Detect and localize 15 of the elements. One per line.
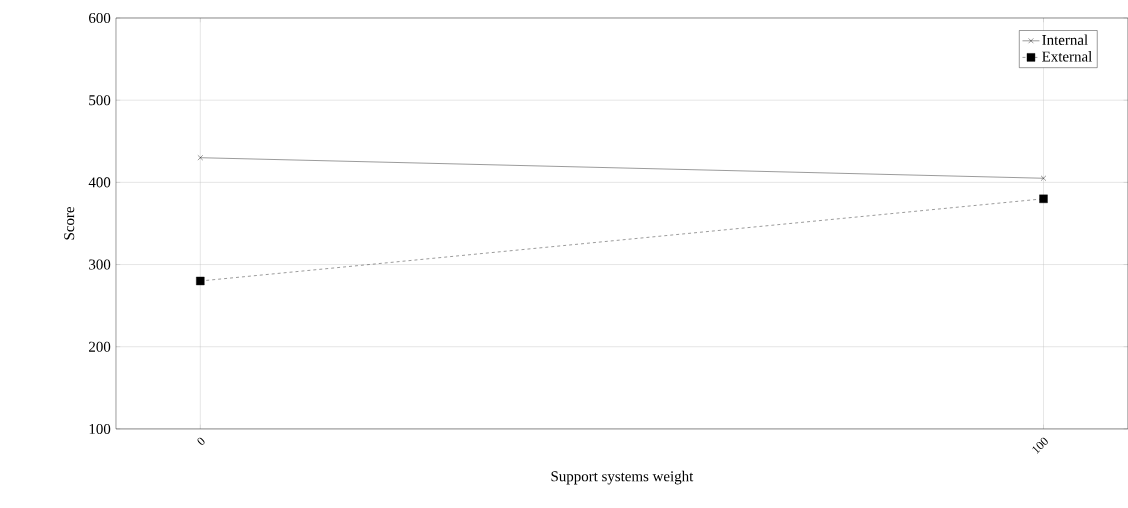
legend-label: External xyxy=(1042,51,1092,62)
point xyxy=(196,276,205,286)
point xyxy=(1039,194,1048,204)
y-tick-label: 200 xyxy=(89,341,111,352)
y-tick-label: 500 xyxy=(89,95,111,106)
point xyxy=(1040,175,1047,181)
legend-label: Internal xyxy=(1042,34,1088,46)
y-tick-label: 100 xyxy=(89,423,111,434)
x-axis-title: Support systems weight xyxy=(551,470,694,485)
y-tick-label: 300 xyxy=(89,259,111,270)
y-tick-label: 600 xyxy=(89,12,111,24)
point xyxy=(197,155,203,161)
y-axis-title: Score xyxy=(64,207,75,240)
x-tick-label: 0 xyxy=(197,437,205,445)
y-tick-label: 400 xyxy=(88,177,111,188)
